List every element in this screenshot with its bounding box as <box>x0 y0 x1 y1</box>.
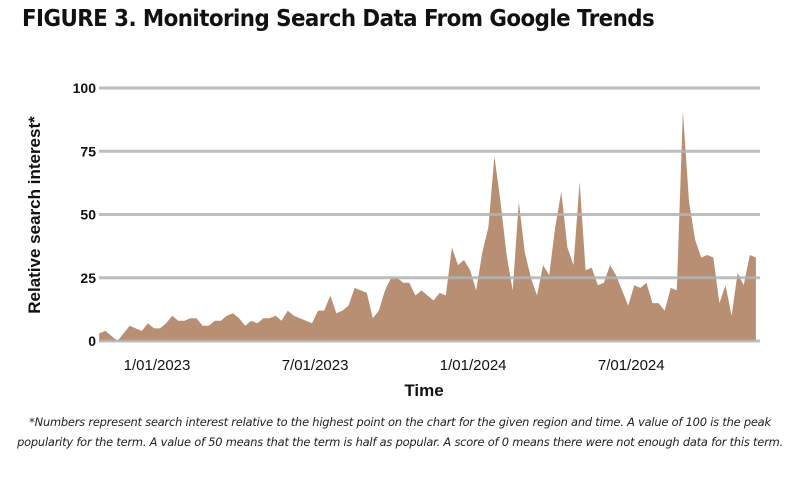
y-tick-label: 25 <box>80 270 96 286</box>
x-tick-label: 1/01/2023 <box>124 357 191 374</box>
footnote: *Numbers represent search interest relat… <box>17 415 783 449</box>
chart: 0 25 50 75 100 1/01/2023 7/01/2023 1/01/2024 7/… <box>25 80 760 400</box>
x-tick-label: 1/01/2024 <box>440 357 507 374</box>
x-tick-label: 7/01/2023 <box>282 357 349 374</box>
figure-title: FIGURE 3. Monitoring Search Data From Go… <box>22 6 655 32</box>
x-axis-title: Time <box>404 381 443 400</box>
y-tick-label: 100 <box>73 80 97 96</box>
area-layer <box>99 110 756 341</box>
y-tick-label: 50 <box>80 207 96 223</box>
y-tick-label: 0 <box>88 333 96 349</box>
area-series <box>99 110 756 341</box>
x-tick-label: 7/01/2024 <box>598 357 665 374</box>
y-axis-title: Relative search interest* <box>25 116 44 314</box>
y-tick-label: 75 <box>80 143 96 159</box>
x-axis-ticks: 1/01/2023 7/01/2023 1/01/2024 7/01/2024 <box>124 357 665 374</box>
y-axis-ticks: 0 25 50 75 100 <box>73 80 97 349</box>
gridlines <box>99 86 760 343</box>
